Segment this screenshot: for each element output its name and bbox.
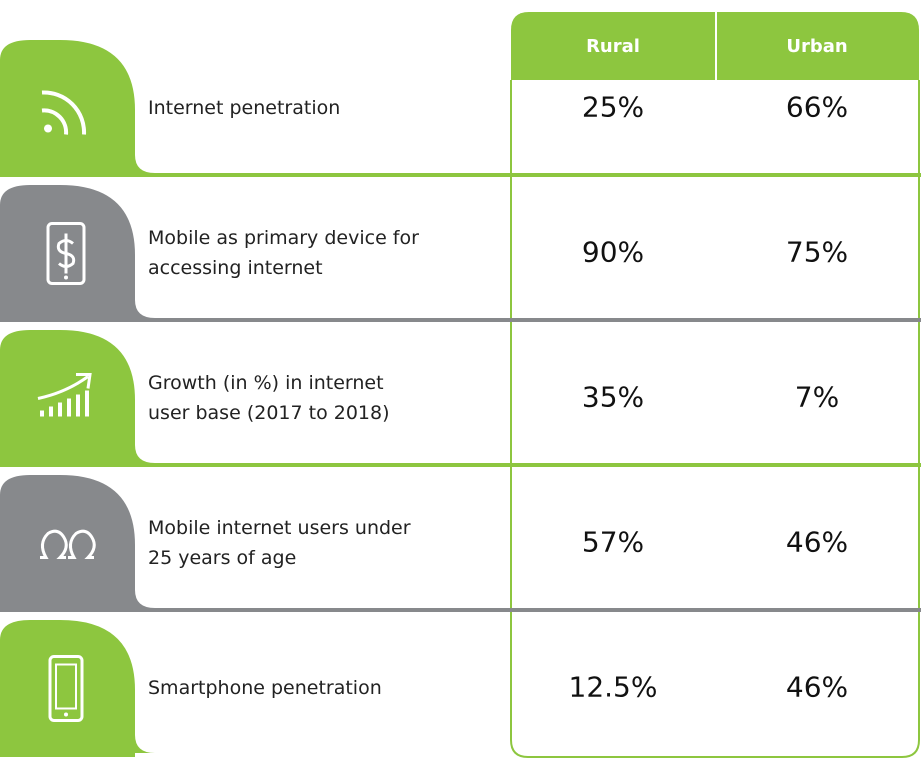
icon-phone bbox=[46, 222, 86, 285]
icon-arc bbox=[41, 90, 87, 135]
icon-people bbox=[68, 529, 96, 559]
row: Smartphone penetration 12.5% 46% bbox=[0, 620, 848, 757]
icon-screen bbox=[55, 663, 77, 710]
row-bottom-line bbox=[0, 753, 135, 757]
icon-arc bbox=[41, 108, 69, 135]
icon-people bbox=[40, 529, 68, 559]
row-value: 46% bbox=[786, 671, 848, 704]
row-label: Mobile as primary device for bbox=[148, 227, 419, 249]
icon-bar bbox=[58, 402, 62, 417]
icon-phone bbox=[48, 655, 84, 722]
row-value: 90% bbox=[582, 236, 644, 269]
row-value: 35% bbox=[582, 381, 644, 414]
icon-bar bbox=[76, 394, 80, 417]
header-rural: Rural bbox=[586, 36, 640, 57]
row: Internet penetration 25% 66% bbox=[0, 40, 921, 177]
row-icon-bg bbox=[0, 185, 155, 318]
row-value: 25% bbox=[582, 91, 644, 124]
row-value: 57% bbox=[582, 526, 644, 559]
row-label: Mobile internet users under bbox=[148, 517, 411, 539]
icon-arrow bbox=[37, 373, 92, 400]
row-value: 66% bbox=[786, 91, 848, 124]
row-value: 75% bbox=[786, 236, 848, 269]
row: Mobile internet users under 25 years of a… bbox=[0, 475, 921, 612]
row-label: 25 years of age bbox=[148, 547, 296, 569]
row-value: 46% bbox=[786, 526, 848, 559]
table-frame bbox=[510, 80, 920, 758]
row-label: Smartphone penetration bbox=[148, 677, 382, 699]
row-bottom-line bbox=[0, 608, 921, 612]
row-icon-bg bbox=[0, 475, 155, 608]
row-bottom-line bbox=[0, 173, 921, 177]
icon-dollar bbox=[56, 233, 76, 274]
row-label: Growth (in %) in internet bbox=[148, 372, 384, 394]
row-bottom-line bbox=[0, 318, 921, 322]
icon-bar bbox=[85, 390, 89, 417]
icon-bar bbox=[40, 410, 44, 417]
icon-bar bbox=[67, 398, 71, 417]
row-label: user base (2017 to 2018) bbox=[148, 402, 390, 424]
row-bottom-line bbox=[0, 463, 921, 467]
row: Mobile as primary device for accessing in… bbox=[0, 185, 921, 322]
row-value: 12.5% bbox=[569, 671, 658, 704]
row-label: Internet penetration bbox=[148, 97, 340, 119]
icon-button bbox=[64, 275, 68, 280]
header-urban: Urban bbox=[786, 36, 847, 57]
row-icon-bg bbox=[0, 40, 155, 173]
row-icon-bg bbox=[0, 620, 155, 753]
row: Growth (in %) in internet user base (2017… bbox=[0, 330, 921, 467]
icon-dot bbox=[44, 124, 52, 133]
icon-button bbox=[64, 712, 68, 717]
row-value: 7% bbox=[795, 381, 839, 414]
row-label: accessing internet bbox=[148, 257, 323, 279]
icon-bar bbox=[49, 406, 53, 417]
